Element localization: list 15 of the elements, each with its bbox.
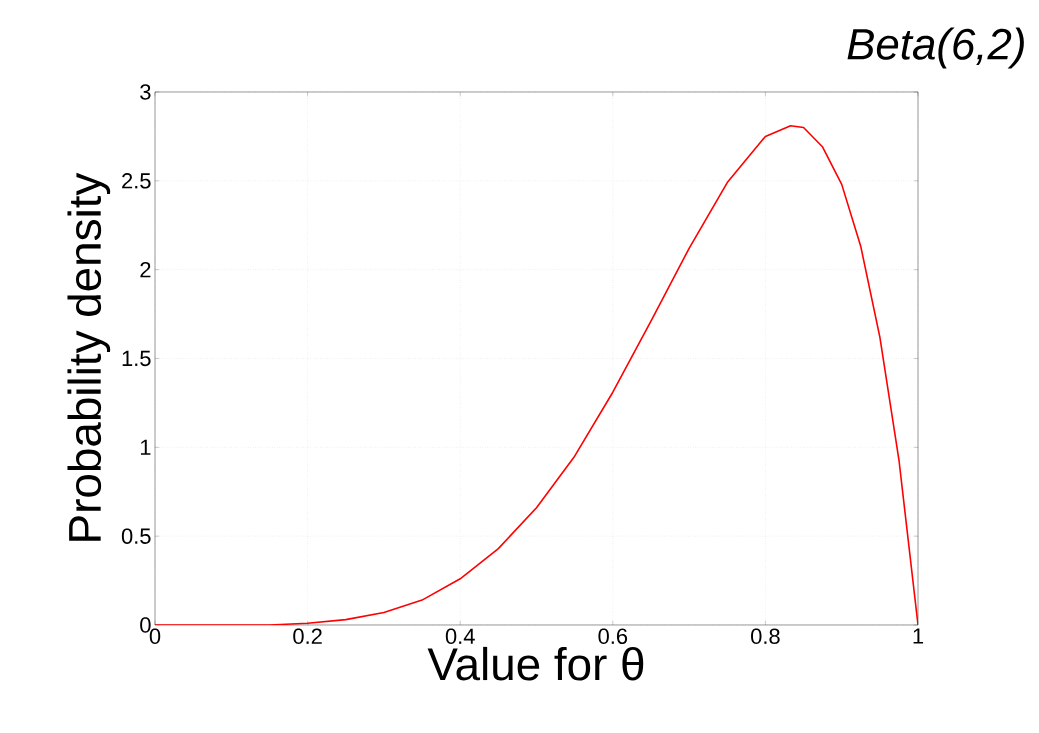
- x-tick-label: 0.6: [598, 628, 628, 645]
- y-axis-title: Probability density: [67, 172, 111, 541]
- y-tick-label: 2.5: [122, 173, 151, 189]
- x-tick-label: 0.8: [751, 628, 780, 645]
- chart-title: Beta(6,2): [847, 27, 1024, 69]
- y-tick-label: 1.5: [122, 350, 151, 367]
- x-tick-label: 1: [913, 628, 924, 644]
- y-tick-label: 0.5: [121, 528, 151, 544]
- x-tick-label: 0.4: [445, 628, 475, 645]
- x-tick-label: 0.2: [293, 628, 322, 645]
- x-axis-title: Value for θ: [427, 646, 644, 681]
- y-tick-label: 2: [140, 261, 151, 278]
- y-tick-label: 1: [140, 439, 151, 455]
- y-tick-label: 3: [140, 84, 151, 100]
- y-tick-label: 0: [140, 617, 151, 633]
